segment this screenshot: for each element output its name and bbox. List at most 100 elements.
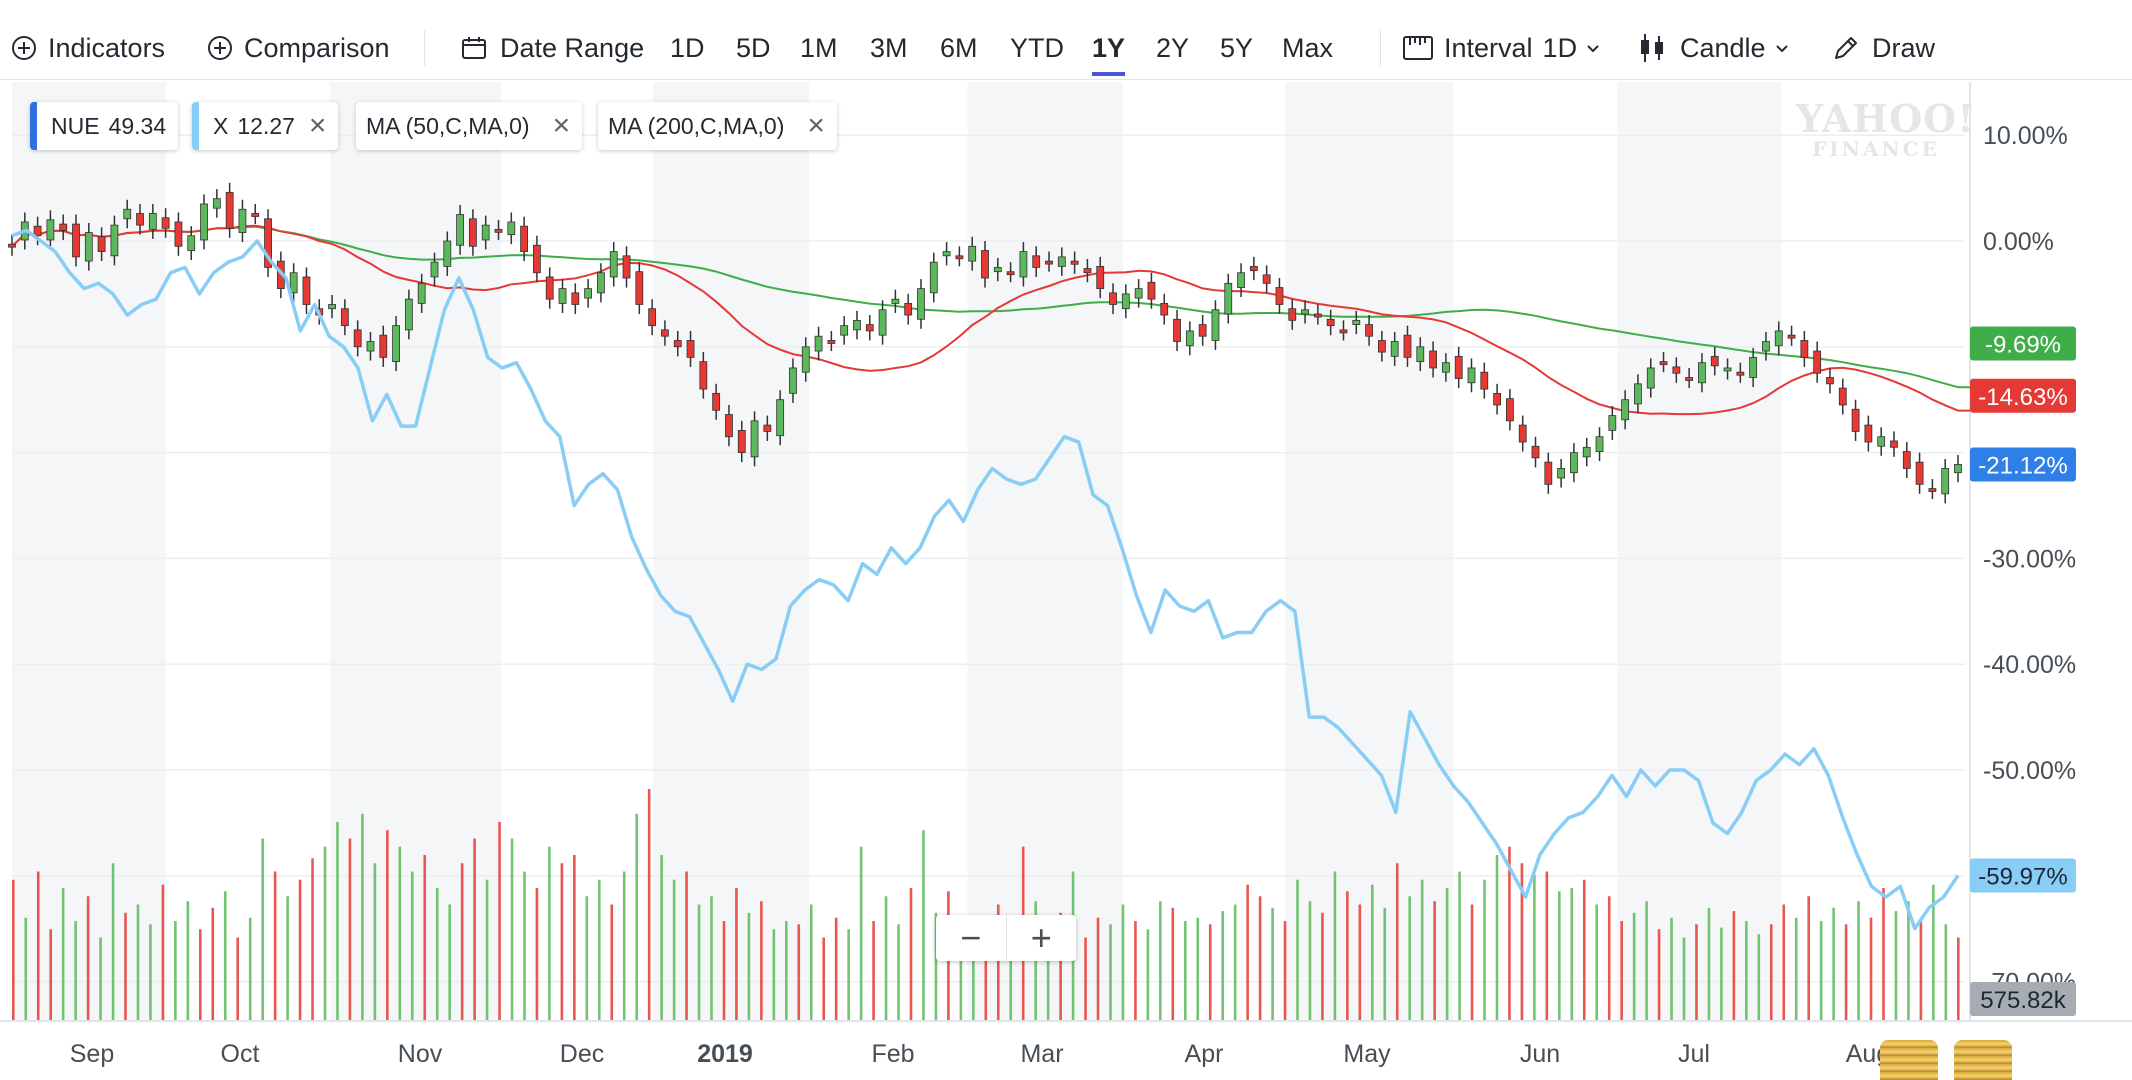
price-chart[interactable]: Sep Oct Nov Dec 2019 Feb Mar Apr May Jun Jul Aug10.… bbox=[0, 80, 2132, 1080]
candle bbox=[737, 420, 746, 463]
volume-bar bbox=[1159, 901, 1162, 1020]
volume-bar bbox=[847, 929, 850, 1020]
candle bbox=[1736, 362, 1745, 383]
zoom-in-button[interactable]: + bbox=[1005, 915, 1077, 961]
range-2y-button[interactable]: 2Y bbox=[1156, 32, 1190, 63]
comparison-button[interactable]: Comparison bbox=[206, 30, 390, 66]
chip-indicator-name: MA (200,C,MA,0) bbox=[608, 112, 785, 139]
volume-bar bbox=[61, 888, 65, 1020]
volume-bar bbox=[298, 879, 302, 1020]
plus-circle-icon bbox=[12, 36, 36, 60]
date-range-button[interactable]: Date Range bbox=[460, 30, 644, 66]
candle bbox=[1518, 415, 1527, 452]
volume-bar bbox=[1495, 855, 1499, 1020]
volume-bar bbox=[1720, 927, 1723, 1020]
candle bbox=[72, 214, 80, 267]
symbol-chip-nue[interactable]: NUE 49.34 bbox=[30, 102, 179, 150]
candle bbox=[1570, 443, 1578, 483]
volume-bar bbox=[597, 879, 601, 1020]
draw-button[interactable]: Draw bbox=[1832, 30, 1935, 66]
range-1y-button[interactable]: 1Y bbox=[1092, 30, 1126, 76]
candle bbox=[1249, 256, 1258, 281]
volume-bar bbox=[99, 937, 102, 1020]
range-ytd-button[interactable]: YTD bbox=[1010, 32, 1064, 63]
candle bbox=[507, 212, 516, 245]
candle bbox=[84, 223, 93, 271]
draw-label: Draw bbox=[1872, 32, 1936, 63]
y-tick-label: 10.00% bbox=[1983, 122, 2068, 150]
candle bbox=[1185, 321, 1194, 356]
volume-bar bbox=[348, 838, 352, 1020]
x-tick-label: Jun bbox=[1520, 1040, 1560, 1068]
chip-value: 12.27 bbox=[237, 112, 295, 139]
close-icon[interactable]: × bbox=[308, 109, 327, 142]
candle bbox=[289, 263, 298, 303]
candle bbox=[661, 320, 669, 346]
candle bbox=[353, 320, 362, 357]
calendar-icon bbox=[462, 37, 486, 59]
date-range-label: Date Range bbox=[500, 32, 645, 63]
y-tick-label: -30.00% bbox=[1983, 545, 2076, 573]
volume-bar bbox=[1670, 917, 1673, 1020]
candle bbox=[1672, 357, 1681, 383]
close-icon[interactable]: × bbox=[807, 109, 825, 142]
candle bbox=[584, 279, 593, 308]
candle bbox=[558, 279, 567, 313]
volume-bar bbox=[1769, 924, 1773, 1020]
range-1d-button[interactable]: 1D bbox=[670, 32, 705, 63]
range-1m-button[interactable]: 1M bbox=[800, 32, 838, 63]
volume-bar bbox=[1807, 896, 1810, 1020]
chevron-down-icon bbox=[1587, 45, 1599, 53]
candle bbox=[1659, 352, 1668, 373]
volume-bar bbox=[722, 921, 726, 1020]
volume-bar bbox=[1109, 924, 1112, 1020]
symbol-chip-x[interactable]: X 12.27 × bbox=[192, 102, 339, 150]
range-5d-button[interactable]: 5D bbox=[736, 32, 771, 63]
candle bbox=[46, 210, 55, 250]
candle bbox=[1365, 315, 1373, 346]
volume-bar bbox=[1333, 871, 1337, 1020]
volume-bar bbox=[710, 896, 713, 1020]
volume-bar bbox=[1882, 888, 1885, 1020]
volume-bar bbox=[1533, 874, 1536, 1020]
chart-type-dropdown[interactable]: Candle bbox=[1636, 30, 1790, 66]
volume-bar bbox=[934, 912, 938, 1020]
interval-dropdown[interactable]: Interval 1D bbox=[1402, 30, 1601, 66]
range-5y-button[interactable]: 5Y bbox=[1220, 32, 1254, 63]
volume-bar bbox=[984, 929, 988, 1020]
volume-bar bbox=[1358, 904, 1362, 1020]
candle bbox=[1441, 353, 1450, 382]
volume-bar bbox=[1595, 904, 1599, 1020]
candle bbox=[1531, 436, 1540, 468]
indicators-button[interactable]: Indicators bbox=[10, 30, 165, 66]
volume-bar bbox=[647, 789, 651, 1020]
volume-bar bbox=[1732, 911, 1736, 1020]
volume-bar bbox=[1545, 871, 1549, 1020]
volume-bar bbox=[996, 904, 1000, 1020]
yahoo-finance-watermark: YAHOO! FINANCE bbox=[1796, 96, 1975, 161]
candle bbox=[1045, 251, 1053, 272]
candle bbox=[891, 289, 900, 313]
candle bbox=[1006, 262, 1015, 283]
y-tick-label: 0.00% bbox=[1983, 228, 2054, 256]
zoom-out-button[interactable]: − bbox=[960, 917, 982, 958]
volume-bar bbox=[585, 896, 589, 1020]
month-band bbox=[1617, 82, 1781, 1020]
range-max-button[interactable]: Max bbox=[1282, 32, 1334, 63]
candle bbox=[136, 203, 144, 235]
candle bbox=[1902, 442, 1911, 478]
candle bbox=[609, 242, 618, 287]
volume-bar bbox=[1059, 912, 1062, 1020]
close-icon[interactable]: × bbox=[552, 109, 571, 142]
indicator-chip-ma50[interactable]: MA (50,C,MA,0) × bbox=[356, 102, 583, 150]
range-6m-button[interactable]: 6M bbox=[940, 32, 978, 63]
indicator-chip-ma200[interactable]: MA (200,C,MA,0) × bbox=[598, 102, 837, 150]
volume-bar bbox=[1009, 921, 1013, 1020]
volume-bar bbox=[1645, 901, 1648, 1020]
range-3m-button[interactable]: 3M bbox=[870, 32, 908, 63]
candle bbox=[264, 209, 272, 277]
indicators-label: Indicators bbox=[48, 32, 166, 63]
candle bbox=[1083, 258, 1092, 283]
candle bbox=[1877, 427, 1886, 456]
comparison-label: Comparison bbox=[244, 32, 390, 63]
